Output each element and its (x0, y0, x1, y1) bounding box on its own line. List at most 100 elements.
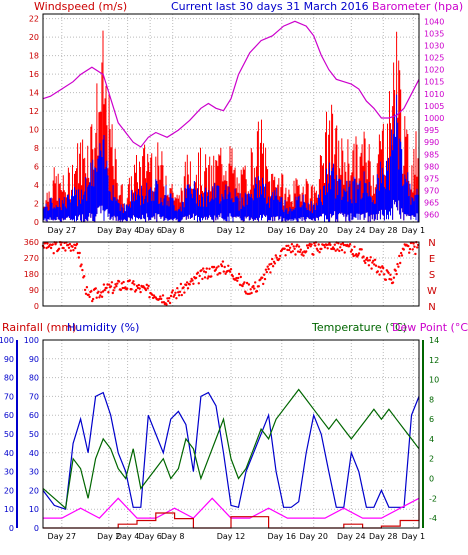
direction-point (132, 280, 135, 283)
direction-point (178, 290, 182, 293)
bot-xtick-7: Day 20 (299, 532, 328, 541)
temp-ytick-5: 6 (429, 415, 434, 424)
direction-point (332, 247, 336, 251)
rainfall-label: Rainfall (mm) (2, 321, 76, 334)
direction-point (215, 266, 218, 269)
direction-point (301, 251, 304, 254)
direction-point (305, 250, 308, 253)
direction-point (402, 248, 405, 251)
direction-point (214, 268, 217, 271)
direction-point (342, 243, 345, 247)
bot-xtick-6: Day 16 (267, 532, 296, 541)
direction-point (170, 291, 174, 294)
direction-point (274, 254, 277, 257)
compass-label-0: N (428, 302, 435, 313)
direction-point (146, 287, 149, 290)
direction-point (100, 295, 104, 298)
direction-point (159, 295, 162, 298)
direction-point (88, 295, 91, 299)
direction-point (246, 292, 250, 296)
direction-point (243, 281, 246, 284)
direction-point (224, 272, 227, 275)
direction-point (100, 291, 103, 294)
direction-point (151, 293, 154, 296)
direction-point (99, 294, 102, 297)
direction-point (112, 289, 115, 292)
baro-ytick-10: 1010 (424, 90, 444, 99)
direction-point (73, 243, 76, 246)
direction-point (165, 303, 168, 306)
direction-point (192, 282, 195, 285)
direction-point (138, 287, 141, 290)
direction-point (136, 286, 140, 290)
direction-point (197, 282, 200, 285)
top-xtick-2: Day 4 (116, 226, 139, 235)
direction-point (357, 252, 361, 255)
direction-point (97, 290, 100, 293)
direction-point (115, 285, 118, 288)
compass-label-3: E (429, 254, 435, 265)
direction-point (95, 296, 98, 299)
direction-point (367, 264, 371, 267)
direction-point (291, 250, 294, 253)
direction-point (220, 264, 224, 268)
temp-ytick-6: 8 (429, 395, 434, 404)
direction-point (57, 247, 61, 250)
baro-ytick-11: 1015 (424, 78, 444, 87)
direction-point (235, 276, 238, 280)
direction-point (212, 265, 216, 269)
wind-ytick-8: 16 (29, 70, 39, 79)
direction-point (126, 287, 129, 290)
direction-point (371, 261, 374, 264)
direction-point (194, 276, 198, 280)
direction-point (185, 281, 189, 284)
direction-point (160, 297, 163, 301)
direction-point (158, 297, 161, 301)
direction-point (382, 266, 385, 270)
direction-point (110, 281, 114, 284)
direction-point (302, 254, 305, 257)
dewpoint-label: Dew Point (°C) (392, 321, 468, 334)
dir-frame (42, 241, 420, 307)
direction-point (188, 283, 191, 286)
direction-point (387, 271, 390, 275)
direction-point (416, 246, 419, 249)
direction-point (395, 272, 398, 276)
rain-ytick-3: 30 (4, 468, 14, 477)
direction-point (399, 261, 402, 265)
direction-point (68, 242, 72, 246)
direction-point (325, 243, 328, 247)
temp-ytick-9: 14 (429, 336, 439, 345)
direction-point (339, 243, 343, 246)
direction-point (334, 249, 337, 252)
direction-point (384, 278, 388, 281)
direction-point (175, 297, 178, 300)
direction-point (171, 289, 174, 292)
direction-point (206, 277, 209, 280)
direction-point (145, 283, 148, 286)
direction-point (351, 252, 354, 256)
direction-point (67, 246, 71, 249)
direction-point (289, 251, 293, 254)
direction-point (262, 273, 266, 276)
temp-ytick-3: 2 (429, 455, 434, 464)
direction-point (320, 247, 323, 251)
direction-point (298, 250, 302, 254)
direction-point (226, 269, 229, 273)
direction-point (299, 248, 302, 251)
direction-point (287, 244, 290, 247)
direction-point (83, 275, 86, 278)
direction-point (76, 251, 80, 255)
direction-point (257, 285, 260, 288)
direction-point (360, 248, 363, 251)
direction-point (362, 255, 365, 258)
dir-ytick-0: 0 (34, 302, 39, 311)
wind-direction-chart: 0 N 90 W 180 S 270 E 360 N (24, 238, 437, 313)
direction-point (411, 248, 414, 251)
direction-point (202, 267, 205, 270)
humidity-series (42, 391, 420, 511)
direction-point (84, 292, 88, 295)
direction-point (288, 246, 292, 249)
direction-point (356, 254, 360, 257)
direction-point (168, 297, 171, 300)
